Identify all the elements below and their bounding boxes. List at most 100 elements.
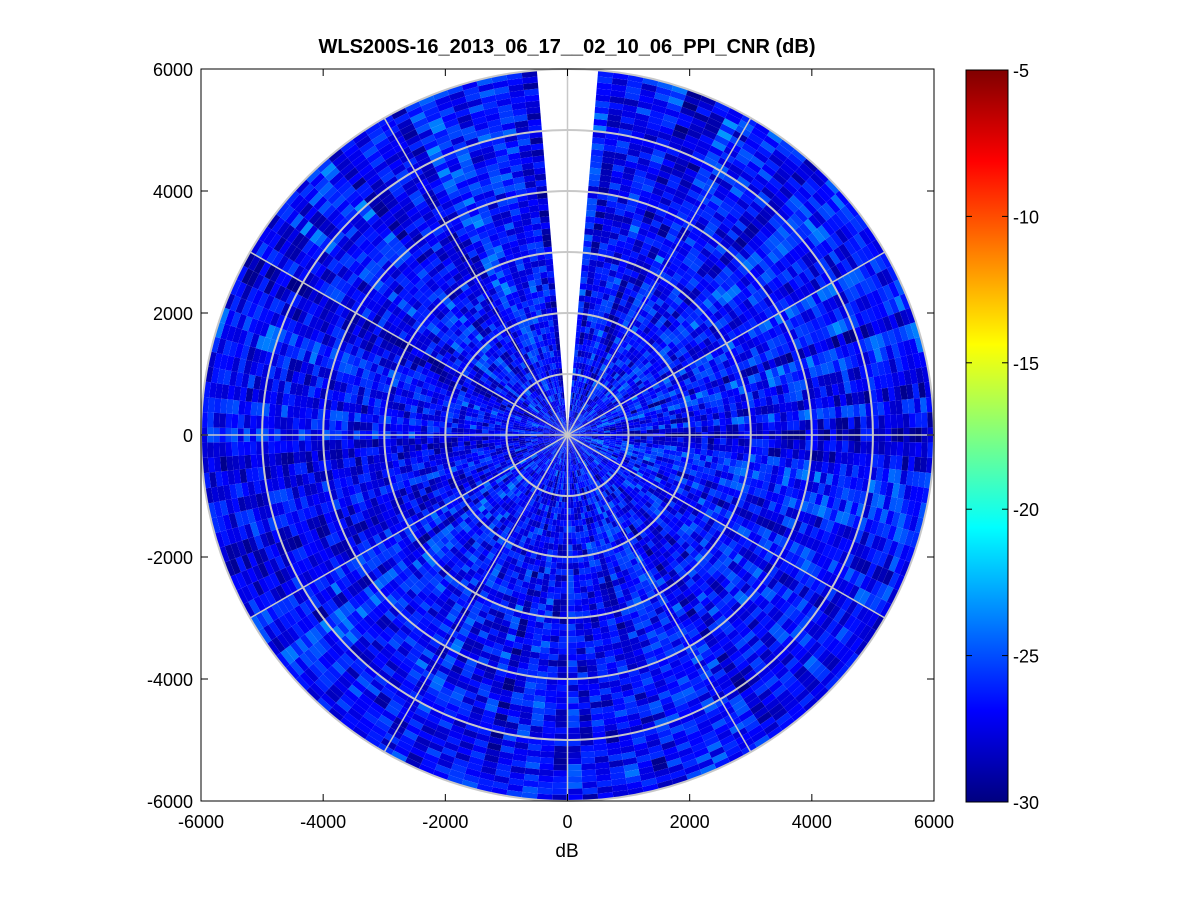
ppi-cell [631, 180, 644, 190]
ppi-cell [764, 509, 774, 521]
ppi-cell [794, 556, 806, 570]
ppi-cell [707, 526, 718, 536]
ppi-cell [643, 133, 658, 144]
ppi-cell [572, 411, 575, 418]
ppi-cell [567, 636, 577, 643]
ppi-cell [695, 391, 703, 399]
ppi-cell [784, 538, 795, 551]
ppi-cell [798, 335, 808, 348]
ppi-cell [533, 701, 546, 709]
ppi-cell [571, 425, 576, 431]
ppi-cell [533, 695, 546, 703]
ppi-cell [542, 720, 556, 728]
ppi-cell [667, 718, 683, 729]
ppi-cell [808, 264, 821, 279]
ppi-cell [828, 451, 836, 464]
ppi-cell [743, 227, 756, 240]
ppi-cell [653, 311, 663, 321]
ppi-cell [672, 399, 680, 406]
ppi-cell [669, 769, 687, 780]
ppi-cell [766, 280, 779, 293]
ppi-cell [567, 605, 575, 612]
ppi-cell [700, 449, 708, 456]
ppi-cell [597, 342, 604, 350]
ppi-cell [650, 544, 659, 554]
ppi-cell [776, 494, 786, 505]
ppi-cell [696, 465, 705, 473]
ppi-cell [600, 416, 607, 421]
ppi-cell [637, 273, 647, 283]
ppi-cell [703, 586, 714, 597]
ppi-cell [659, 196, 672, 207]
ppi-cell [797, 185, 812, 201]
ppi-cell [848, 285, 861, 300]
ppi-cell [602, 457, 609, 463]
ppi-cell [592, 229, 603, 237]
ppi-cell [620, 418, 627, 423]
ppi-cell [573, 429, 579, 433]
ppi-cell [579, 416, 585, 422]
ppi-cell [543, 622, 552, 630]
ppi-cell [571, 425, 576, 431]
ppi-cell [837, 276, 849, 291]
ppi-cell [621, 110, 637, 119]
ppi-cell [627, 463, 634, 469]
ppi-cell [743, 309, 754, 321]
ppi-cell [877, 401, 885, 416]
ppi-cell [692, 587, 704, 598]
ppi-cell [603, 325, 611, 333]
ppi-cell [694, 326, 704, 336]
ppi-cell [828, 348, 839, 362]
ppi-cell [721, 567, 733, 578]
ppi-cell [539, 652, 550, 660]
ppi-cell [775, 143, 792, 158]
ppi-cell [569, 440, 572, 447]
ppi-cell [743, 630, 756, 643]
ppi-cell [839, 394, 847, 407]
ppi-cell [657, 493, 666, 502]
ppi-cell [613, 402, 621, 408]
ppi-cell [767, 327, 778, 339]
ppi-cell [580, 395, 585, 402]
ppi-cell [732, 424, 739, 432]
ppi-cell [891, 343, 901, 359]
ppi-cell [629, 636, 640, 646]
ppi-cell [624, 468, 631, 475]
ppi-cell [829, 440, 837, 452]
ppi-cell [793, 478, 802, 490]
ppi-cell [891, 483, 900, 498]
ppi-cell [583, 628, 593, 636]
ppi-cell [652, 572, 663, 582]
ppi-cell [709, 111, 726, 124]
ppi-cell [576, 659, 587, 667]
ppi-cell [710, 400, 718, 408]
ppi-cell [708, 535, 718, 546]
ppi-cell [837, 319, 849, 333]
ppi-cell [735, 401, 743, 411]
ppi-cell [749, 656, 764, 670]
ppi-cell [581, 375, 586, 383]
ppi-cell [621, 568, 630, 577]
ppi-cell [813, 516, 824, 529]
ppi-cell [736, 567, 748, 579]
ppi-cell [877, 286, 889, 303]
ppi-cell [580, 350, 586, 358]
ppi-cell [572, 427, 578, 432]
ppi-cell [554, 580, 562, 588]
ppi-cell [927, 442, 934, 458]
ppi-cell [684, 134, 700, 146]
ppi-cell [805, 320, 816, 334]
ppi-cell [751, 217, 765, 231]
ppi-cell [688, 735, 705, 747]
ppi-cell [904, 530, 915, 547]
ppi-cell [672, 358, 681, 367]
ppi-cell [578, 427, 585, 431]
ppi-cell [615, 426, 623, 430]
ppi-cell [726, 288, 737, 299]
ppi-cell [888, 540, 899, 557]
ppi-cell [794, 287, 806, 301]
ppi-cell [695, 426, 702, 433]
ppi-cell [738, 438, 745, 447]
ppi-cell [619, 184, 632, 193]
ppi-cell [623, 242, 634, 251]
